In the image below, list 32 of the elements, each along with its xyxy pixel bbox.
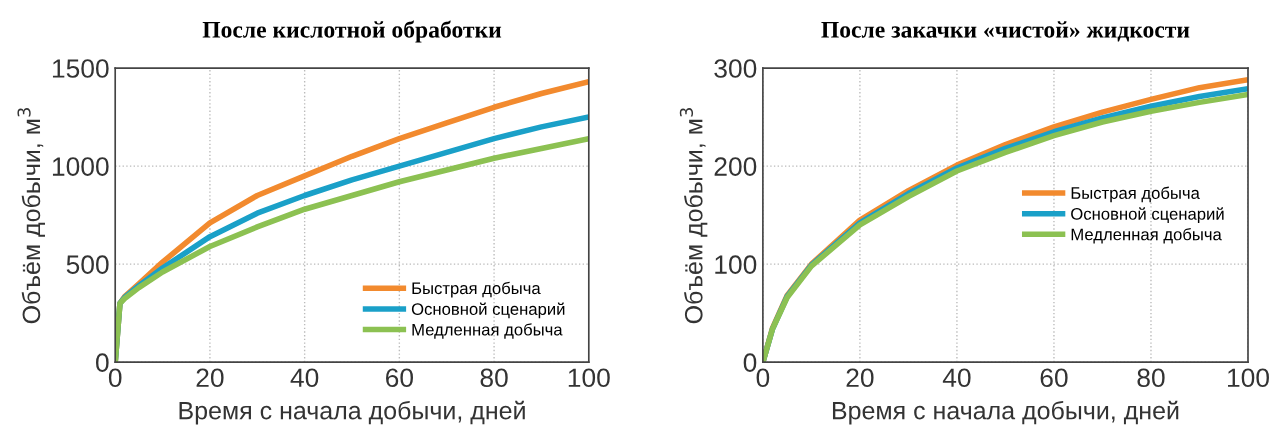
x-tick-label: 80 bbox=[480, 368, 508, 388]
x-tick-label: 100 bbox=[1228, 368, 1269, 388]
y-tick-label: 500 bbox=[66, 255, 109, 274]
x-tick-label: 20 bbox=[846, 368, 874, 388]
x-axis-title: Время с начала добычи, дней bbox=[179, 400, 525, 425]
legend-label: Основной сценарий bbox=[411, 302, 565, 319]
x-tick-label: 0 bbox=[756, 368, 770, 388]
chart-title: После кислотной обработки bbox=[202, 20, 502, 43]
y-axis-title: Объём добычи, м$^{3}$ bbox=[17, 108, 45, 324]
y-tick-label: 1500 bbox=[52, 59, 109, 78]
legend-label: Медленная добыча bbox=[1071, 227, 1222, 244]
legend-label: Медленная добыча bbox=[412, 323, 563, 339]
y-tick-label: 100 bbox=[715, 255, 757, 274]
x-tick-label: 40 bbox=[942, 368, 971, 388]
x-tick-label: 0 bbox=[108, 368, 122, 388]
legend-label: Быстрая добыча bbox=[412, 281, 541, 298]
x-tick-label: 60 bbox=[1040, 368, 1068, 388]
y-tick-label: 0 bbox=[743, 353, 757, 372]
legend-label: Быстрая добыча bbox=[1071, 186, 1200, 203]
x-tick-label: 80 bbox=[1137, 368, 1165, 388]
x-tick-label: 60 bbox=[386, 368, 414, 388]
x-tick-label: 40 bbox=[290, 368, 319, 388]
y-tick-label: 300 bbox=[714, 59, 757, 78]
y-axis-title: Объём добычи, м$^{3}$ bbox=[679, 108, 708, 324]
legend-label: Основной сценарий bbox=[1071, 207, 1224, 224]
x-tick-label: 20 bbox=[196, 368, 224, 388]
chart-title: После закачки «чистой» жидкости bbox=[821, 21, 1190, 42]
y-tick-label: 1000 bbox=[52, 157, 109, 176]
x-axis-title: Время с начала добычи, дней bbox=[832, 400, 1179, 425]
y-tick-label: 0 bbox=[96, 353, 109, 372]
y-tick-label: 200 bbox=[714, 157, 757, 176]
x-tick-label: 100 bbox=[568, 368, 610, 388]
